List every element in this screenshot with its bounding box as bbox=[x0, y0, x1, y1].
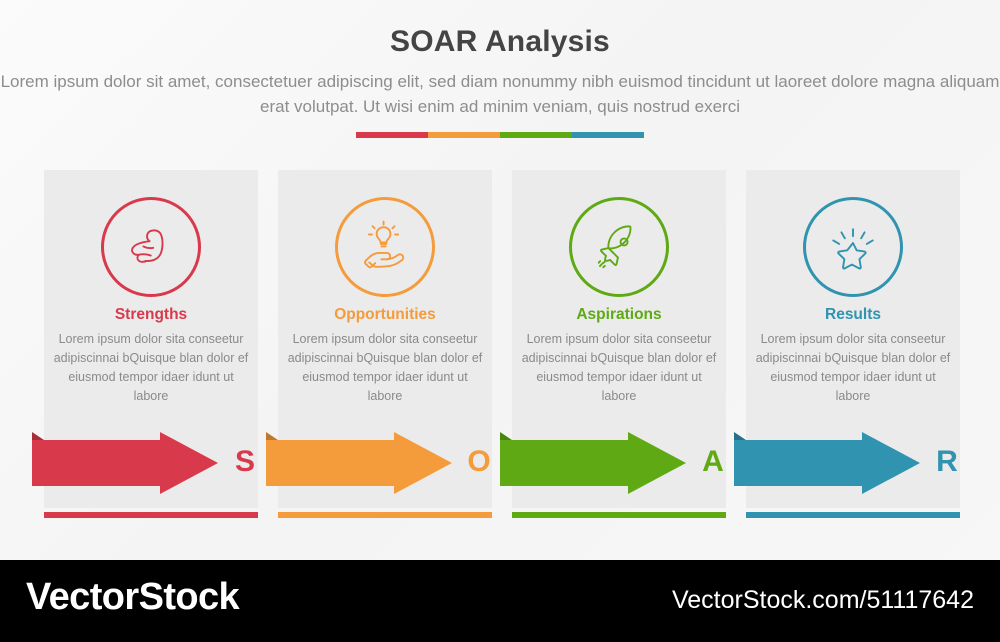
arrow-letter-s: S bbox=[234, 445, 255, 478]
divider-segment-aspirations bbox=[500, 132, 572, 138]
watermark-bar: VectorStock VectorStock.com/51117642 bbox=[0, 560, 1000, 642]
color-divider-bar bbox=[356, 132, 644, 138]
arrow-shape-opportunities bbox=[266, 432, 452, 494]
divider-segment-results bbox=[572, 132, 644, 138]
divider-segment-opportunities bbox=[428, 132, 500, 138]
arrow-letter-a: A bbox=[702, 445, 724, 478]
header: SOAR Analysis Lorem ipsum dolor sit amet… bbox=[0, 22, 1000, 119]
muscle-arm-icon bbox=[101, 197, 201, 297]
card-underline-opportunities bbox=[278, 512, 492, 518]
arrow-shape-results bbox=[734, 432, 920, 494]
vectorstock-url: VectorStock.com/51117642 bbox=[671, 586, 974, 614]
arrow-letter-r: R bbox=[936, 445, 958, 478]
divider-segment-strengths bbox=[356, 132, 428, 138]
arrow-group-strengths: S bbox=[32, 432, 272, 494]
card-title-aspirations: Aspirations bbox=[576, 306, 662, 323]
card-title-strengths: Strengths bbox=[114, 306, 188, 323]
page-title: SOAR Analysis bbox=[390, 25, 610, 58]
sparkling-star-icon bbox=[803, 197, 903, 297]
card-description-strengths: Lorem ipsum dolor sita conseetur adipisc… bbox=[53, 332, 249, 403]
arrow-row: S O A R bbox=[0, 432, 1000, 494]
card-underline-results bbox=[746, 512, 960, 518]
arrow-group-aspirations: A bbox=[500, 432, 740, 494]
arrow-group-opportunities: O bbox=[266, 432, 506, 494]
arrow-group-results: R bbox=[734, 432, 974, 494]
arrow-shape-aspirations bbox=[500, 432, 686, 494]
rocket-icon bbox=[569, 197, 669, 297]
vectorstock-logo: VectorStock bbox=[26, 576, 240, 618]
card-title-opportunities: Opportunities bbox=[334, 306, 436, 323]
card-underline-strengths bbox=[44, 512, 258, 518]
card-description-aspirations: Lorem ipsum dolor sita conseetur adipisc… bbox=[521, 332, 717, 403]
page-subtitle: Lorem ipsum dolor sit amet, consectetuer… bbox=[0, 72, 1000, 116]
card-description-opportunities: Lorem ipsum dolor sita conseetur adipisc… bbox=[287, 332, 483, 403]
card-description-results: Lorem ipsum dolor sita conseetur adipisc… bbox=[755, 332, 951, 403]
arrow-letter-o: O bbox=[467, 445, 491, 478]
arrow-shape-strengths bbox=[32, 432, 218, 494]
card-title-results: Results bbox=[825, 306, 881, 323]
card-underline-aspirations bbox=[512, 512, 726, 518]
hand-lightbulb-icon bbox=[335, 197, 435, 297]
